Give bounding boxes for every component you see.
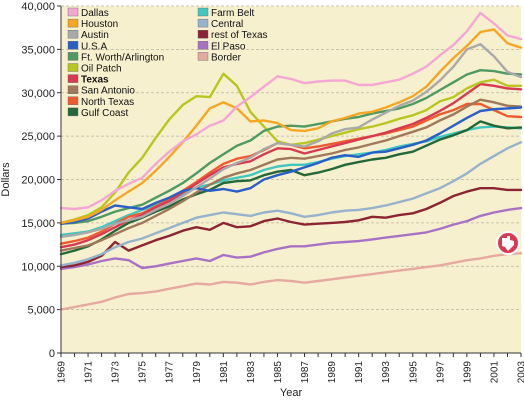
x-tick-label: 1999	[462, 361, 473, 384]
legend-label: Gulf Coast	[81, 108, 128, 119]
x-tick-label: 1987	[300, 361, 311, 384]
legend-label: Border	[211, 52, 242, 63]
legend-label: Texas	[81, 75, 109, 86]
legend-swatch	[198, 8, 208, 16]
legend-label: rest of Texas	[211, 30, 268, 41]
x-tick-label: 1973	[111, 361, 122, 384]
legend-swatch	[198, 19, 208, 27]
y-tick-label: 10,000	[21, 261, 55, 273]
x-tick-label: 1983	[246, 361, 257, 384]
x-tick-label: 1995	[408, 361, 419, 384]
y-axis-ticks: 0 5,000 10,000 15,000 20,000 25,000 30,000 35,0…	[21, 1, 61, 360]
y-tick-label: 40,000	[21, 1, 55, 13]
y-tick-label: 20,000	[21, 175, 55, 187]
legend-label: Farm Belt	[211, 8, 255, 19]
legend-label: North Texas	[81, 97, 134, 108]
legend-swatch	[68, 41, 78, 49]
legend-label: Ft. Worth/Arlington	[81, 52, 164, 63]
x-axis-title: Year	[280, 387, 303, 399]
x-tick-label: 1971	[84, 361, 95, 384]
x-tick-label: 1991	[354, 361, 365, 384]
x-tick-label: 2003	[517, 361, 524, 384]
legend-label: Austin	[81, 30, 109, 41]
x-tick-label: 1993	[381, 361, 392, 384]
legend-swatch	[198, 30, 208, 38]
y-tick-label: 0	[49, 348, 55, 360]
x-tick-label: 1975	[138, 361, 149, 384]
legend-label: El Paso	[211, 41, 246, 52]
legend-swatch	[198, 52, 208, 60]
x-tick-label: 1977	[165, 361, 176, 384]
legend-swatch	[68, 30, 78, 38]
y-axis-title: Dollars	[0, 162, 12, 197]
x-tick-label: 1997	[435, 361, 446, 384]
x-tick-label: 1989	[327, 361, 338, 384]
x-tick-label: 1985	[273, 361, 284, 384]
legend-label: Oil Patch	[81, 64, 122, 75]
legend-swatch	[68, 19, 78, 27]
y-tick-label: 5,000	[27, 305, 55, 317]
legend-swatch	[198, 41, 208, 49]
legend-label: U.S.A	[81, 41, 107, 52]
y-tick-label: 15,000	[21, 218, 55, 230]
x-tick-label: 2001	[489, 361, 500, 384]
y-tick-label: 35,000	[21, 44, 55, 56]
legend-label: Dallas	[81, 8, 109, 19]
legend-label: Houston	[81, 19, 118, 30]
legend-label: San Antonio	[81, 86, 135, 97]
x-axis-ticks: 1969 1971 1973 1975 1977 1979 1981 1983 1985 1987…	[57, 353, 524, 383]
x-tick-label: 1979	[192, 361, 203, 384]
y-tick-label: 30,000	[21, 88, 55, 100]
x-tick-label: 1981	[219, 361, 230, 384]
legend-swatch	[68, 64, 78, 72]
legend-swatch	[68, 75, 78, 83]
y-tick-label: 25,000	[21, 131, 55, 143]
legend-swatch	[68, 86, 78, 94]
legend-swatch	[68, 108, 78, 116]
texas-star-icon	[497, 232, 519, 254]
legend-label: Central	[211, 19, 243, 30]
legend-swatch	[68, 97, 78, 105]
legend-swatch	[68, 8, 78, 16]
legend-swatch	[68, 52, 78, 60]
x-tick-label: 1969	[57, 361, 68, 384]
